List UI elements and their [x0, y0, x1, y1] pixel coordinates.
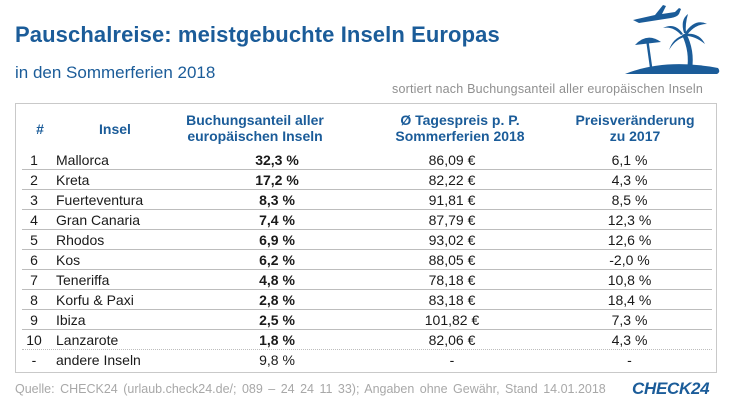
column-header-island: Insel [90, 121, 140, 137]
share-cell: 8,3 % [259, 192, 295, 208]
island-cell: Fuerteventura [56, 192, 144, 208]
column-header-island-label: Insel [99, 121, 131, 137]
sort-note: sortiert nach Buchungsanteil aller europ… [392, 82, 703, 96]
price-cell: 91,81 € [428, 192, 476, 208]
island-cell: Lanzarote [56, 332, 119, 348]
table-row: 3 Fuerteventura 8,3 % 91,81 € 8,5 % [22, 190, 712, 210]
rank-cell: 10 [26, 332, 42, 348]
share-cell: 4,8 % [259, 272, 295, 288]
column-header-share: Buchungsanteil aller europäischen Inseln [170, 112, 340, 144]
table-row: 2 Kreta 17,2 % 82,22 € 4,3 % [22, 170, 712, 190]
share-cell: 6,2 % [259, 252, 295, 268]
table-row: 7 Teneriffa 4,8 % 78,18 € 10,8 % [22, 270, 712, 290]
table-row: 1 Mallorca 32,3 % 86,09 € 6,1 % [22, 150, 712, 170]
change-cell: 12,3 % [607, 212, 652, 228]
price-cell: 83,18 € [428, 292, 476, 308]
island-cell: Rhodos [56, 232, 105, 248]
change-cell: 7,3 % [611, 312, 648, 328]
change-cell: 4,3 % [611, 332, 648, 348]
column-header-share-line2: europäischen Inseln [187, 128, 323, 144]
island-cell: Korfu & Paxi [56, 292, 134, 308]
change-cell: 18,4 % [607, 292, 652, 308]
change-cell: 8,5 % [611, 192, 648, 208]
island-cell: Kos [56, 252, 81, 268]
rank-cell: 5 [30, 232, 38, 248]
share-cell: 7,4 % [259, 212, 295, 228]
column-header-change-line1: Preisveränderung [575, 112, 695, 128]
island-cell: Mallorca [56, 152, 109, 168]
island-cell: Teneriffa [56, 272, 110, 288]
rank-cell: 3 [30, 192, 38, 208]
table-row: 5 Rhodos 6,9 % 93,02 € 12,6 % [22, 230, 712, 250]
table-row: 4 Gran Canaria 7,4 % 87,79 € 12,3 % [22, 210, 712, 230]
rank-cell: 2 [30, 172, 38, 188]
column-header-price-line1: Ø Tagespreis p. P. [400, 112, 520, 128]
table-row: 9 Ibiza 2,5 % 101,82 € 7,3 % [22, 310, 712, 330]
ranking-table [15, 103, 717, 373]
share-cell: 2,5 % [259, 312, 295, 328]
rank-cell: 4 [30, 212, 38, 228]
page-subtitle: in den Sommerferien 2018 [15, 63, 216, 82]
price-cell: - [449, 352, 455, 368]
page-title: Pauschalreise: meistgebuchte Inseln Euro… [15, 22, 500, 47]
column-header-price: Ø Tagespreis p. P. Sommerferien 2018 [365, 112, 555, 144]
source-note: Quelle: CHECK24 (urlaub.check24.de/; 089… [15, 382, 606, 396]
rank-cell: 9 [30, 312, 38, 328]
island-cell: Kreta [56, 172, 90, 188]
change-cell: 10,8 % [607, 272, 652, 288]
column-header-rank-label: # [36, 121, 44, 137]
price-cell: 101,82 € [424, 312, 480, 328]
share-cell: 17,2 % [255, 172, 299, 188]
price-cell: 93,02 € [428, 232, 476, 248]
column-header-change: Preisveränderung zu 2017 [555, 112, 715, 144]
island-cell: andere Inseln [56, 352, 141, 368]
rank-cell: - [31, 352, 37, 368]
table-body: 1 Mallorca 32,3 % 86,09 € 6,1 % 2 Kreta … [22, 150, 712, 370]
rank-cell: 7 [30, 272, 38, 288]
check24-logo: CHECK24 [632, 379, 710, 398]
price-cell: 82,22 € [428, 172, 476, 188]
change-cell: 6,1 % [611, 152, 648, 168]
share-cell: 9,8 % [259, 352, 295, 368]
table-row: 8 Korfu & Paxi 2,8 % 83,18 € 18,4 % [22, 290, 712, 310]
price-cell: 82,06 € [428, 332, 476, 348]
share-cell: 6,9 % [259, 232, 295, 248]
price-cell: 86,09 € [428, 152, 476, 168]
column-header-rank: # [30, 121, 50, 137]
island-cell: Ibiza [56, 312, 86, 328]
table-row: 10 Lanzarote 1,8 % 82,06 € 4,3 % [22, 330, 712, 350]
share-cell: 32,3 % [255, 152, 299, 168]
change-cell: 12,6 % [607, 232, 652, 248]
price-cell: 78,18 € [428, 272, 476, 288]
table-row-other: - andere Inseln 9,8 % - - [22, 350, 712, 370]
share-cell: 1,8 % [259, 332, 295, 348]
change-cell: -2,0 % [609, 252, 650, 268]
column-header-change-line2: zu 2017 [609, 128, 661, 144]
rank-cell: 6 [30, 252, 38, 268]
price-cell: 87,79 € [428, 212, 476, 228]
rank-cell: 1 [30, 152, 38, 168]
rank-cell: 8 [30, 292, 38, 308]
price-cell: 88,05 € [428, 252, 476, 268]
change-cell: 4,3 % [611, 172, 648, 188]
island-cell: Gran Canaria [56, 212, 141, 228]
column-header-price-line2: Sommerferien 2018 [395, 128, 525, 144]
column-header-share-line1: Buchungsanteil aller [186, 112, 324, 128]
share-cell: 2,8 % [259, 292, 295, 308]
table-row: 6 Kos 6,2 % 88,05 € -2,0 % [22, 250, 712, 270]
change-cell: - [627, 352, 632, 368]
island-palm-plane-icon [625, 5, 720, 74]
